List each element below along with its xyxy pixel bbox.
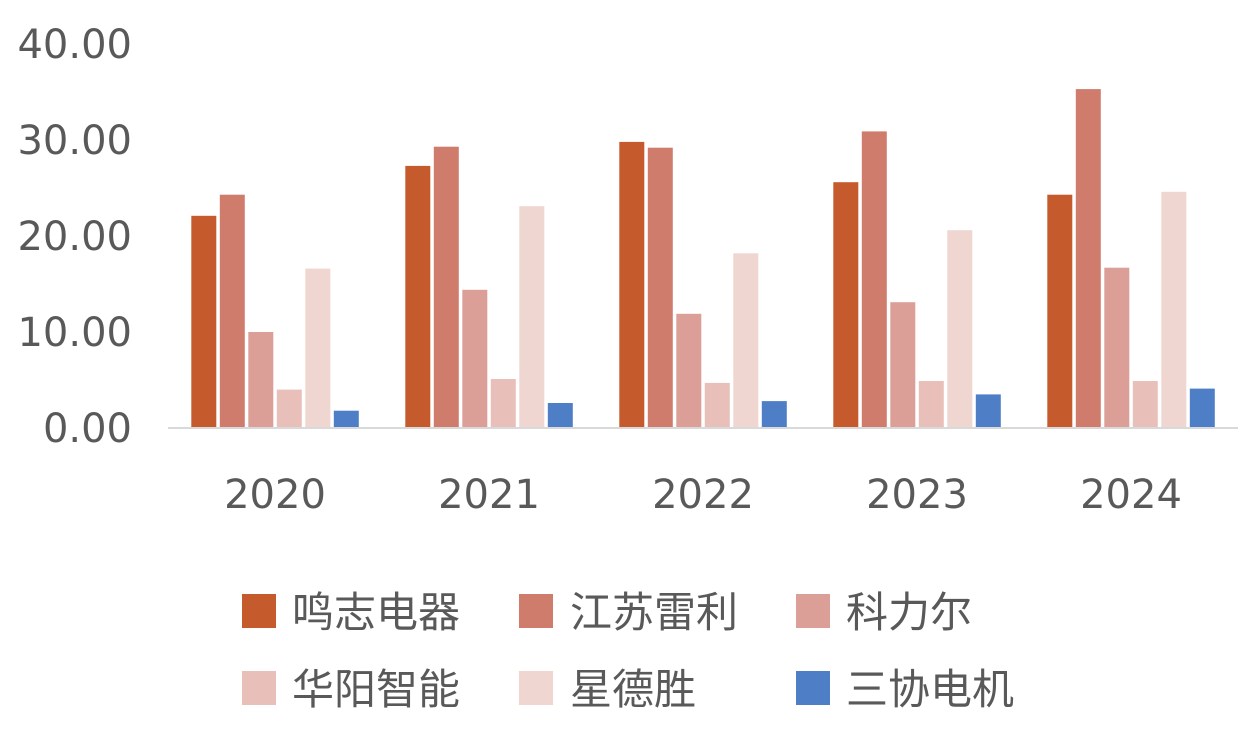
y-tick-label: 20.00 (17, 214, 132, 260)
bar-2023-5 (975, 394, 1001, 428)
legend-item: 江苏雷利 (519, 588, 738, 637)
legend-label: 华阳智能 (292, 665, 460, 714)
bar-2024-3 (1132, 381, 1158, 428)
bar-2022-2 (676, 313, 702, 428)
bar-2022-1 (647, 147, 673, 428)
bar-2022-3 (704, 382, 730, 428)
x-tick-label: 2020 (224, 472, 326, 518)
legend-item: 三协电机 (796, 665, 1014, 714)
bar-2021-4 (519, 206, 545, 428)
bar-2022-4 (733, 253, 759, 428)
bar-2023-1 (861, 131, 887, 428)
legend-label: 鸣志电器 (292, 588, 460, 637)
bar-2021-1 (433, 146, 459, 428)
bar-2023-3 (918, 381, 944, 428)
bar-2021-2 (462, 289, 488, 428)
legend-swatch (796, 671, 830, 705)
bar-2022-0 (619, 141, 645, 428)
bar-2020-5 (333, 410, 359, 428)
bar-2020-1 (219, 194, 245, 428)
x-tick-label: 2024 (1080, 472, 1182, 518)
legend-swatch (519, 594, 553, 628)
x-tick-label: 2022 (652, 472, 754, 518)
legend-swatch (796, 594, 830, 628)
legend-swatch (242, 594, 276, 628)
legend-label: 江苏雷利 (570, 588, 738, 637)
legend-swatch (519, 671, 553, 705)
x-tick-label: 2021 (438, 472, 540, 518)
bar-2021-3 (490, 379, 516, 428)
legend-swatch (242, 671, 276, 705)
bar-2020-2 (248, 332, 274, 428)
y-tick-label: 10.00 (17, 310, 132, 356)
legend-item: 华阳智能 (242, 665, 460, 714)
y-tick-label: 0.00 (43, 406, 132, 452)
bar-2022-5 (761, 401, 787, 428)
x-axis: 2020 2021 2022 2023 2024 (224, 472, 1182, 518)
legend-item: 鸣志电器 (242, 588, 460, 637)
bar-2021-0 (405, 165, 431, 428)
bar-2020-4 (305, 268, 331, 428)
bar-2023-0 (833, 182, 859, 428)
bar-2024-2 (1104, 267, 1130, 428)
y-tick-label: 30.00 (17, 118, 132, 164)
bar-2023-4 (947, 230, 973, 428)
legend: 鸣志电器 江苏雷利 科力尔 华阳智能 星德胜 三协电机 (242, 588, 1014, 714)
bar-2021-5 (547, 403, 573, 428)
y-axis: 0.00 10.00 20.00 30.00 40.00 (17, 22, 132, 452)
legend-item: 星德胜 (519, 665, 696, 714)
bar-2024-5 (1189, 388, 1215, 428)
bar-2024-1 (1075, 89, 1101, 428)
legend-label: 三协电机 (846, 665, 1014, 714)
bar-2024-4 (1161, 191, 1187, 428)
bar-2024-0 (1047, 194, 1073, 428)
legend-item: 科力尔 (796, 588, 972, 637)
x-tick-label: 2023 (866, 472, 968, 518)
legend-label: 科力尔 (846, 588, 972, 637)
bar-2020-0 (191, 215, 217, 428)
bars-layer (191, 89, 1215, 428)
bar-2023-2 (890, 302, 916, 428)
bar-2020-3 (276, 389, 302, 428)
y-tick-label: 40.00 (17, 22, 132, 68)
legend-label: 星德胜 (570, 665, 696, 714)
